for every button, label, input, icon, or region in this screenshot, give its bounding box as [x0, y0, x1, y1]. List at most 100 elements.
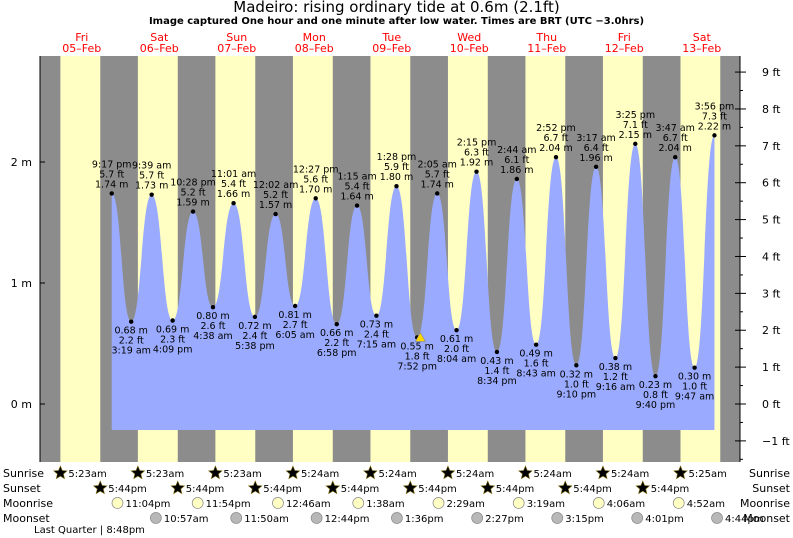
high-tide-point: [149, 192, 154, 197]
high-tide-point: [231, 200, 236, 206]
moonset-icon: [471, 512, 484, 524]
sunrise-time: 5:23am: [68, 469, 106, 480]
low-tide-m: 0.72 m: [238, 321, 271, 332]
high-tide-time: 1:15 am: [337, 172, 376, 183]
moonrise-icon: [592, 497, 605, 509]
high-tide-ft: 6.4 ft: [584, 143, 609, 154]
high-tide-point: [273, 211, 278, 217]
low-tide-point: [494, 349, 500, 355]
left-tick-label: 2 m: [11, 156, 32, 169]
high-tide-point: [514, 176, 520, 182]
moonrise-time: 12:46am: [286, 499, 331, 510]
low-tide-time: 8:34 pm: [477, 376, 517, 387]
low-tide-ft: 2.6 ft: [200, 321, 225, 332]
low-tide-ft: 0.8 ft: [643, 390, 668, 401]
low-tide-time: 8:43 am: [516, 369, 555, 380]
moonrise-time: 1:38am: [366, 499, 404, 510]
low-tide-ft: 1.0 ft: [682, 382, 707, 393]
sunrise-time: 5:25am: [688, 469, 726, 480]
high-tide-time: 2:52 pm: [536, 123, 576, 134]
high-tide-time: 9:17 pm: [92, 159, 132, 170]
low-tide-ft: 1.2 ft: [603, 372, 628, 383]
low-tide-time: 6:05 am: [275, 330, 314, 341]
right-tick-label: −1 ft: [762, 435, 790, 448]
low-tide-point: [653, 373, 658, 379]
sunrise-time: 5:24am: [611, 469, 649, 480]
high-tide-time: 2:05 am: [418, 159, 457, 170]
high-tide-m: 1.70 m: [299, 184, 332, 195]
high-tide-m: 2.15 m: [619, 130, 652, 141]
day-name: Thu: [535, 31, 557, 44]
sunrise-icon: [285, 465, 301, 480]
high-tide-m: 1.80 m: [380, 172, 413, 183]
sunrise-time: 5:24am: [378, 469, 416, 480]
low-tide-m: 0.80 m: [196, 311, 229, 322]
moonset-time: 3:15pm: [565, 514, 604, 525]
right-tick-label: 8 ft: [762, 103, 781, 116]
tide-area: [111, 135, 715, 430]
high-tide-time: 12:27 pm: [293, 164, 339, 175]
day-date: 13–Feb: [682, 42, 721, 55]
low-tide-ft: 2.7 ft: [283, 320, 308, 331]
high-tide-ft: 6.7 ft: [663, 133, 688, 144]
high-tide-point: [633, 141, 638, 147]
low-tide-ft: 1.4 ft: [484, 366, 509, 377]
high-tide-ft: 7.3 ft: [702, 111, 727, 122]
high-tide-m: 2.04 m: [658, 143, 691, 154]
high-tide-ft: 5.9 ft: [384, 162, 409, 173]
sunset-icon: [557, 480, 573, 495]
right-tick-label: 7 ft: [762, 140, 781, 153]
low-tide-m: 0.81 m: [278, 310, 311, 321]
sunset-label-left: Sunset: [3, 482, 41, 495]
day-name: Sat: [693, 31, 712, 44]
low-tide-ft: 2.0 ft: [444, 344, 469, 355]
high-tide-point: [109, 191, 114, 196]
moonrise-icon: [111, 497, 124, 509]
sunrise-icon: [130, 465, 146, 480]
low-tide-m: 0.66 m: [320, 328, 353, 339]
sunrise-time: 5:23am: [223, 469, 261, 480]
moonrise-time: 11:54pm: [206, 499, 251, 510]
high-tide-point: [673, 154, 678, 160]
low-tide-point: [292, 303, 298, 309]
day-name: Mon: [303, 31, 326, 44]
high-tide-ft: 5.2 ft: [181, 188, 206, 199]
moonrise-icon: [352, 497, 365, 509]
moonrise-time: 4:06am: [607, 499, 645, 510]
moonset-time: 4:44pm: [725, 514, 764, 525]
high-tide-time: 3:25 pm: [615, 110, 655, 121]
low-tide-time: 9:10 pm: [557, 389, 597, 400]
right-tick-label: 9 ft: [762, 66, 781, 79]
moonrise-time: 11:04pm: [125, 499, 170, 510]
high-tide-ft: 5.6 ft: [303, 174, 328, 185]
low-tide-ft: 2.4 ft: [242, 331, 267, 342]
moonset-icon: [391, 512, 403, 524]
sunrise-icon: [518, 465, 533, 480]
high-tide-m: 1.74 m: [421, 179, 454, 190]
high-tide-time: 1:28 pm: [377, 152, 417, 163]
low-tide-point: [692, 365, 697, 370]
day-name: Fri: [75, 31, 88, 44]
high-tide-m: 1.96 m: [579, 153, 612, 164]
low-tide-ft: 1.0 ft: [564, 379, 589, 390]
high-tide-m: 1.57 m: [259, 200, 292, 211]
right-tick-label: 0 ft: [762, 398, 781, 411]
moonset-time: 10:57am: [164, 514, 209, 525]
high-tide-time: 11:01 am: [211, 169, 256, 180]
sunset-icon: [635, 480, 651, 495]
sunrise-time: 5:24am: [456, 469, 494, 480]
low-tide-time: 4:09 pm: [153, 345, 193, 356]
high-tide-point: [394, 184, 399, 189]
sunrise-time: 5:24am: [533, 469, 571, 480]
day-date: 09–Feb: [372, 42, 411, 55]
sunset-icon: [170, 480, 186, 495]
right-tick-label: 4 ft: [762, 250, 781, 263]
low-tide-point: [533, 342, 539, 347]
high-tide-m: 1.64 m: [340, 192, 373, 203]
low-tide-time: 9:16 am: [596, 382, 635, 393]
low-tide-time: 6:58 pm: [317, 348, 357, 359]
day-date: 07–Feb: [217, 42, 256, 55]
moonset-icon: [310, 512, 323, 524]
low-tide-m: 0.55 m: [400, 341, 433, 352]
extreme-labels: 9:17 pm5.7 ft1.74 m0.68 m2.2 ft3:19 am9:…: [92, 101, 734, 411]
